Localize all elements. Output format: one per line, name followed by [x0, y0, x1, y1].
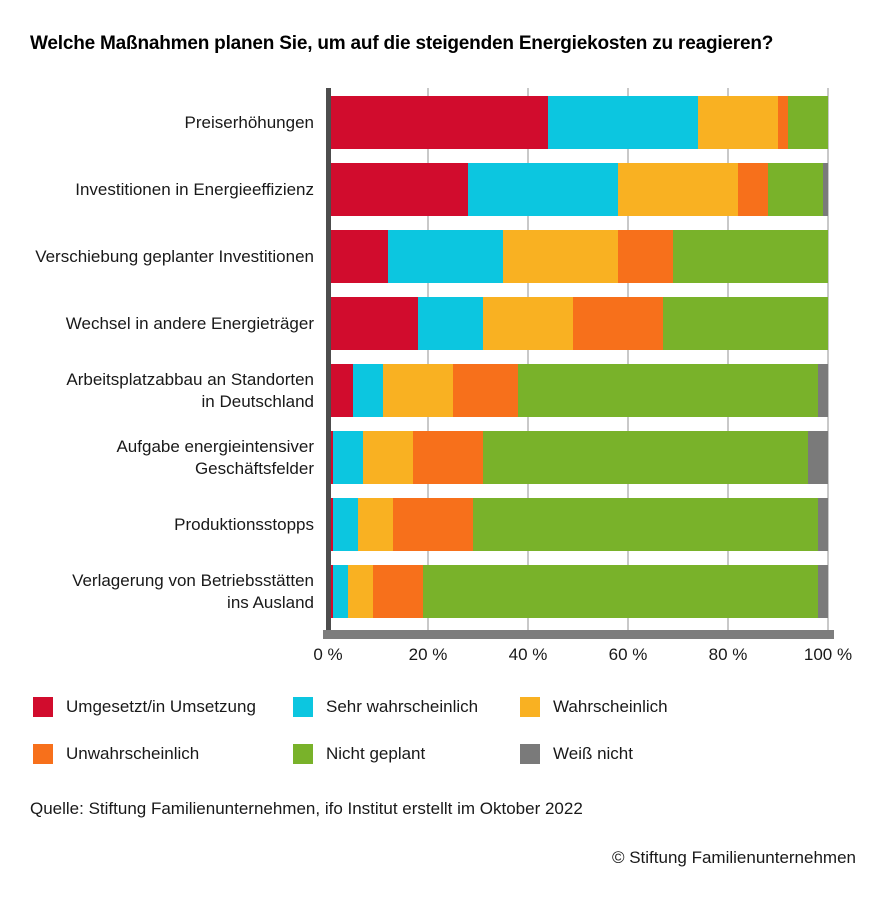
bar-segment — [473, 498, 818, 551]
legend-swatch — [33, 744, 53, 764]
bar-row — [328, 96, 828, 149]
bar-segment — [383, 364, 453, 417]
bar-segment — [503, 230, 618, 283]
bar-segment — [393, 498, 473, 551]
x-tick-label: 0 % — [313, 645, 343, 664]
bar-segment — [333, 498, 358, 551]
bar-segment — [373, 565, 423, 618]
legend-label: Unwahrscheinlich — [66, 744, 200, 763]
chart-title: Welche Maßnahmen planen Sie, um auf die … — [30, 33, 774, 54]
legend-label: Nicht geplant — [326, 744, 426, 763]
bar-segment — [818, 364, 828, 417]
x-tick-label: 80 % — [708, 645, 748, 664]
legend-item: Weiß nicht — [520, 744, 633, 764]
x-tick-label: 100 % — [803, 645, 853, 664]
category-label: Preiserhöhungen — [184, 112, 314, 132]
legend-swatch — [33, 697, 53, 717]
bar-segment — [483, 297, 573, 350]
category-label: Aufgabe energieintensiver Geschäftsfelder — [116, 436, 314, 478]
category-label: Produktionsstopps — [174, 514, 314, 534]
legend-swatch — [293, 744, 313, 764]
bar-segment — [328, 364, 353, 417]
legend-item: Unwahrscheinlich — [33, 744, 199, 764]
bar-segment — [358, 498, 393, 551]
gridline-100 — [827, 88, 829, 631]
bar-segment — [413, 431, 483, 484]
legend-label: Sehr wahrscheinlich — [326, 697, 479, 716]
bar-segment — [453, 364, 518, 417]
source-note: Quelle: Stiftung Familienunternehmen, if… — [30, 799, 583, 818]
legend-item: Nicht geplant — [293, 744, 425, 764]
bar-segment — [328, 230, 388, 283]
x-axis-line — [323, 630, 834, 639]
legend-item: Wahrscheinlich — [520, 697, 668, 717]
category-label: Verlagerung von Betriebsstätten ins Ausla… — [72, 570, 314, 612]
bar-row — [328, 163, 828, 216]
bar-row — [328, 565, 828, 618]
x-tick-label: 40 % — [508, 645, 548, 664]
gridline-20 — [427, 88, 429, 631]
bar-segment — [468, 163, 618, 216]
bar-segment — [823, 163, 828, 216]
bar-segment — [518, 364, 818, 417]
gridline-40 — [527, 88, 529, 631]
bar-segment — [418, 297, 483, 350]
bar-segment — [663, 297, 828, 350]
bar-segment — [328, 163, 468, 216]
legend-item: Umgesetzt/in Umsetzung — [33, 697, 256, 717]
bar-row — [328, 431, 828, 484]
legend-item: Sehr wahrscheinlich — [293, 697, 478, 717]
bar-segment — [818, 498, 828, 551]
bar-row — [328, 230, 828, 283]
bar-segment — [698, 96, 778, 149]
copyright-note: © Stiftung Familienunternehmen — [611, 848, 856, 867]
bar-segment — [423, 565, 818, 618]
legend-label: Weiß nicht — [553, 744, 633, 763]
x-tick-label: 20 % — [408, 645, 448, 664]
bar-segment — [388, 230, 503, 283]
category-label: Arbeitsplatzabbau an Standorten in Deutsc… — [66, 369, 314, 411]
bar-segment — [618, 163, 738, 216]
legend-swatch — [520, 697, 540, 717]
bar-segment — [808, 431, 828, 484]
bar-segment — [573, 297, 663, 350]
legend-swatch — [293, 697, 313, 717]
bar-row — [328, 297, 828, 350]
bar-segment — [768, 163, 823, 216]
bar-segment — [818, 565, 828, 618]
category-label: Verschiebung geplanter Investitionen — [35, 246, 314, 266]
x-tick-label: 60 % — [608, 645, 648, 664]
category-label: Investitionen in Energieeffizienz — [75, 179, 314, 199]
bar-row — [328, 498, 828, 551]
bar-segment — [363, 431, 413, 484]
bar-segment — [788, 96, 828, 149]
bar-segment — [548, 96, 698, 149]
bar-segment — [333, 565, 348, 618]
bar-segment — [673, 230, 828, 283]
bar-segment — [333, 431, 363, 484]
legend-label: Wahrscheinlich — [553, 697, 668, 716]
legend-swatch — [520, 744, 540, 764]
bar-segment — [348, 565, 373, 618]
y-axis-line — [326, 88, 331, 639]
bar-row — [328, 364, 828, 417]
bar-segment — [328, 96, 548, 149]
gridline-60 — [627, 88, 629, 631]
bar-segment — [483, 431, 808, 484]
bar-segment — [353, 364, 383, 417]
legend-label: Umgesetzt/in Umsetzung — [66, 697, 256, 716]
bar-segment — [328, 297, 418, 350]
category-label: Wechsel in andere Energieträger — [65, 313, 314, 333]
bar-segment — [618, 230, 673, 283]
gridline-80 — [727, 88, 729, 631]
bar-segment — [738, 163, 768, 216]
bar-segment — [778, 96, 788, 149]
